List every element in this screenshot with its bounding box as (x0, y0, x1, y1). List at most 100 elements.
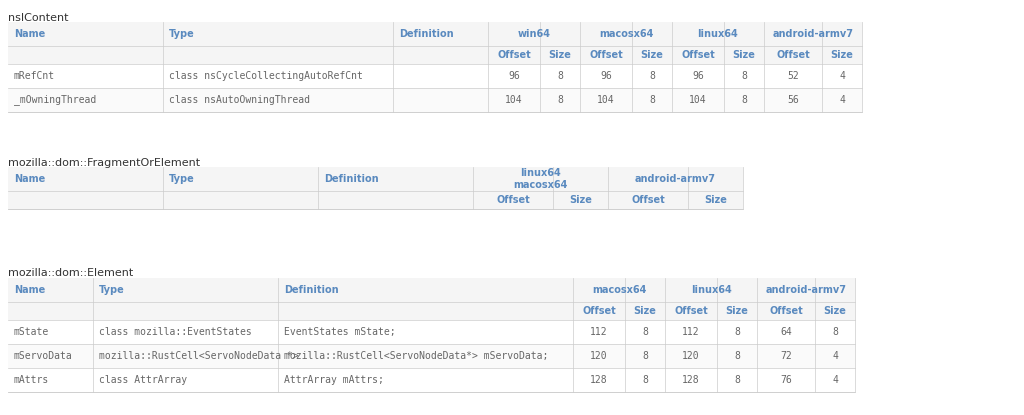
Text: 52: 52 (787, 71, 799, 81)
Text: 8: 8 (642, 375, 648, 385)
Text: class nsCycleCollectingAutoRefCnt: class nsCycleCollectingAutoRefCnt (169, 71, 362, 81)
Text: 8: 8 (734, 351, 740, 361)
Text: 8: 8 (734, 327, 740, 337)
Text: 4: 4 (839, 71, 845, 81)
Text: 128: 128 (682, 375, 699, 385)
Text: Name: Name (14, 29, 45, 39)
Text: 8: 8 (642, 327, 648, 337)
Bar (8, 167, 743, 209)
Text: android-armv7: android-armv7 (766, 285, 847, 295)
Text: 104: 104 (505, 95, 523, 105)
Text: Offset: Offset (631, 195, 665, 205)
Bar (8, 320, 855, 344)
Text: class mozilla::EventStates: class mozilla::EventStates (99, 327, 252, 337)
Text: class nsAutoOwningThread: class nsAutoOwningThread (169, 95, 310, 105)
Text: macosx64: macosx64 (599, 29, 653, 39)
Text: 104: 104 (597, 95, 614, 105)
Bar (8, 191, 743, 209)
Text: 112: 112 (682, 327, 699, 337)
Text: 72: 72 (780, 351, 792, 361)
Text: Offset: Offset (582, 306, 615, 316)
Text: Size: Size (823, 306, 847, 316)
Text: 56: 56 (787, 95, 799, 105)
Text: 8: 8 (649, 95, 655, 105)
Text: Offset: Offset (497, 50, 530, 60)
Text: nsIContent: nsIContent (8, 13, 69, 23)
Bar (8, 88, 862, 112)
Text: 8: 8 (642, 351, 648, 361)
Text: 96: 96 (692, 71, 703, 81)
Bar (8, 278, 855, 302)
Text: 8: 8 (557, 95, 563, 105)
Text: 4: 4 (833, 375, 838, 385)
Text: mozilla::dom::FragmentOrElement: mozilla::dom::FragmentOrElement (8, 158, 200, 168)
Text: 8: 8 (741, 71, 746, 81)
Text: AttrArray mAttrs;: AttrArray mAttrs; (284, 375, 384, 385)
Text: 120: 120 (682, 351, 699, 361)
Text: mozilla::RustCell<ServoNodeData*> mServoData;: mozilla::RustCell<ServoNodeData*> mServo… (284, 351, 549, 361)
Text: mServoData: mServoData (14, 351, 73, 361)
Text: 112: 112 (590, 327, 608, 337)
Text: Type: Type (169, 29, 195, 39)
Text: Definition: Definition (284, 285, 339, 295)
Text: 8: 8 (734, 375, 740, 385)
Text: Offset: Offset (681, 50, 715, 60)
Text: Offset: Offset (769, 306, 803, 316)
Text: Size: Size (830, 50, 853, 60)
Text: linux64
macosx64: linux64 macosx64 (513, 168, 567, 190)
Text: 8: 8 (833, 327, 838, 337)
Bar (8, 344, 855, 368)
Text: 96: 96 (508, 71, 520, 81)
Text: Name: Name (14, 174, 45, 184)
Text: Offset: Offset (496, 195, 529, 205)
Text: linux64: linux64 (697, 29, 738, 39)
Text: 8: 8 (557, 71, 563, 81)
Text: android-armv7: android-armv7 (635, 174, 716, 184)
Text: linux64: linux64 (690, 285, 731, 295)
Text: Size: Size (732, 50, 756, 60)
Text: Size: Size (569, 195, 592, 205)
Text: 4: 4 (833, 351, 838, 361)
Text: Definition: Definition (399, 29, 454, 39)
Text: _mOwningThread: _mOwningThread (14, 95, 96, 105)
Bar (8, 22, 862, 112)
Text: 120: 120 (590, 351, 608, 361)
Text: 64: 64 (780, 327, 792, 337)
Text: EventStates mState;: EventStates mState; (284, 327, 395, 337)
Bar (8, 22, 862, 46)
Text: Offset: Offset (776, 50, 810, 60)
Text: mAttrs: mAttrs (14, 375, 49, 385)
Text: 4: 4 (839, 95, 845, 105)
Bar (8, 64, 862, 88)
Text: 8: 8 (741, 95, 746, 105)
Bar (8, 278, 855, 392)
Text: 128: 128 (590, 375, 608, 385)
Text: Offset: Offset (589, 50, 623, 60)
Text: android-armv7: android-armv7 (772, 29, 853, 39)
Text: mRefCnt: mRefCnt (14, 71, 55, 81)
Text: mozilla::RustCell<ServoNodeData *>: mozilla::RustCell<ServoNodeData *> (99, 351, 299, 361)
Bar (8, 302, 855, 320)
Text: Type: Type (99, 285, 125, 295)
Bar (8, 46, 862, 64)
Text: Size: Size (726, 306, 749, 316)
Text: Size: Size (705, 195, 727, 205)
Text: win64: win64 (517, 29, 551, 39)
Text: mozilla::dom::Element: mozilla::dom::Element (8, 268, 133, 278)
Text: class AttrArray: class AttrArray (99, 375, 187, 385)
Text: 104: 104 (689, 95, 707, 105)
Text: 76: 76 (780, 375, 792, 385)
Text: Definition: Definition (324, 174, 379, 184)
Text: Size: Size (641, 50, 664, 60)
Text: 8: 8 (649, 71, 655, 81)
Text: Offset: Offset (674, 306, 708, 316)
Text: macosx64: macosx64 (592, 285, 646, 295)
Bar (8, 368, 855, 392)
Text: Type: Type (169, 174, 195, 184)
Text: Size: Size (549, 50, 571, 60)
Text: Size: Size (634, 306, 656, 316)
Bar (8, 167, 743, 191)
Text: mState: mState (14, 327, 49, 337)
Text: Name: Name (14, 285, 45, 295)
Text: 96: 96 (600, 71, 612, 81)
